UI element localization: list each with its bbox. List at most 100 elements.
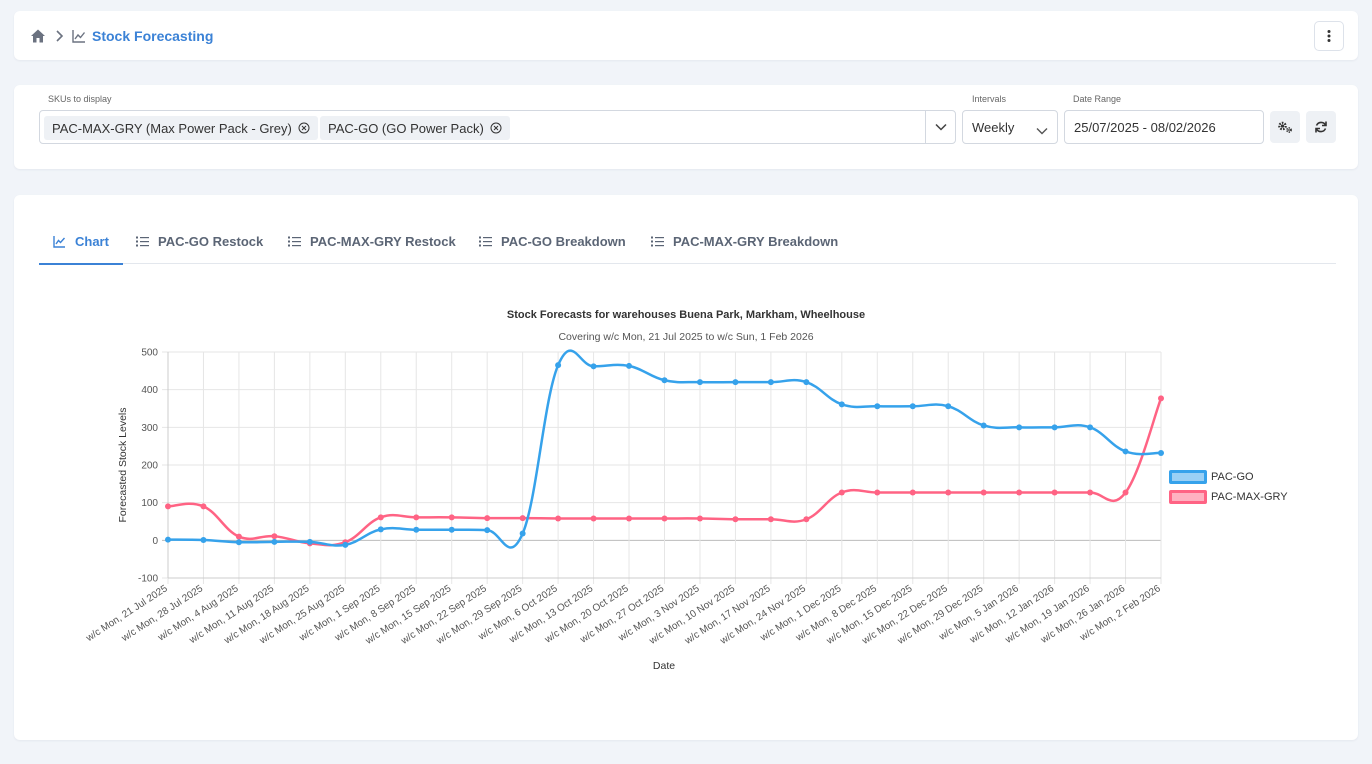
interval-select[interactable]: Weekly — [962, 110, 1058, 144]
tab-pac-go-restock[interactable]: PAC-GO Restock — [136, 219, 263, 264]
list-icon — [651, 235, 664, 248]
gears-icon — [1278, 121, 1292, 133]
chart-title: Stock Forecasts for warehouses Buena Par… — [507, 309, 865, 321]
data-point-pac-go — [413, 526, 420, 533]
y-tick-label: 400 — [141, 385, 158, 396]
tab-bar: Chart PAC-GO Restock PAC-MAX-GRY Restock… — [39, 219, 1336, 265]
list-icon — [479, 235, 492, 248]
data-point-pac-go — [1158, 449, 1164, 456]
y-tick-label: -100 — [138, 574, 158, 585]
data-point-pac-go — [838, 401, 845, 408]
data-point-pac-go — [377, 526, 384, 533]
data-point-pac-go — [874, 403, 881, 410]
legend-swatch — [1169, 490, 1207, 504]
chart-icon — [72, 29, 86, 43]
data-point-pac-go — [271, 538, 278, 545]
data-point-pac-go — [980, 422, 987, 429]
data-point-pac-max-gry — [1158, 395, 1164, 402]
legend-item-pac-max-gry[interactable]: PAC-MAX-GRY — [1169, 490, 1288, 504]
data-point-pac-go — [1051, 424, 1058, 431]
sku-tag: PAC-GO (GO Power Pack) — [320, 116, 510, 140]
intervals-label: Intervals — [972, 94, 1007, 104]
data-point-pac-max-gry — [909, 489, 916, 496]
date-range-label: Date Range — [1073, 94, 1122, 104]
interval-value: Weekly — [972, 119, 1015, 135]
data-point-pac-go — [696, 379, 703, 386]
data-point-pac-max-gry — [874, 489, 881, 496]
data-point-pac-max-gry — [838, 489, 845, 496]
tab-label: PAC-MAX-GRY Breakdown — [673, 234, 839, 249]
data-point-pac-max-gry — [696, 515, 703, 522]
y-tick-label: 0 — [152, 536, 158, 547]
tab-pac-go-breakdown[interactable]: PAC-GO Breakdown — [479, 219, 626, 264]
chevron-right-icon — [54, 29, 64, 43]
data-point-pac-max-gry — [626, 515, 633, 522]
stock-forecast-chart: Stock Forecasts for warehouses Buena Par… — [84, 309, 1164, 672]
data-point-pac-go — [306, 538, 313, 545]
data-point-pac-max-gry — [200, 503, 207, 510]
chart-icon — [53, 235, 66, 248]
refresh-icon — [1315, 121, 1327, 133]
data-point-pac-go — [165, 536, 171, 543]
filters-panel: SKUs to display PAC-MAX-GRY (Max Power P… — [14, 85, 1358, 169]
main-panel: Chart PAC-GO Restock PAC-MAX-GRY Restock… — [14, 195, 1358, 740]
data-point-pac-go — [945, 403, 952, 410]
tab-pac-max-gry-breakdown[interactable]: PAC-MAX-GRY Breakdown — [651, 219, 838, 264]
tab-label: PAC-GO Restock — [158, 234, 264, 249]
breadcrumb: Stock Forecasting — [30, 11, 213, 60]
data-point-pac-go — [909, 403, 916, 410]
data-point-pac-go — [519, 530, 526, 537]
data-point-pac-max-gry — [519, 515, 526, 522]
data-point-pac-go — [555, 362, 562, 369]
sku-multiselect[interactable]: PAC-MAX-GRY (Max Power Pack - Grey) PAC-… — [39, 110, 956, 144]
y-tick-label: 100 — [141, 498, 158, 509]
page-title[interactable]: Stock Forecasting — [92, 27, 214, 44]
top-bar: Stock Forecasting — [14, 11, 1358, 60]
data-point-pac-max-gry — [1122, 489, 1129, 496]
data-point-pac-max-gry — [732, 516, 739, 523]
y-tick-label: 500 — [141, 348, 158, 359]
refresh-button[interactable] — [1306, 111, 1336, 143]
remove-tag-icon[interactable] — [298, 122, 310, 134]
data-point-pac-go — [626, 362, 633, 369]
legend-item-pac-go[interactable]: PAC-GO — [1169, 470, 1254, 484]
data-point-pac-go — [342, 541, 349, 548]
chart-subtitle: Covering w/c Mon, 21 Jul 2025 to w/c Sun… — [558, 331, 813, 343]
data-point-pac-max-gry — [1051, 489, 1058, 496]
date-range-input[interactable]: 25/07/2025 - 08/02/2026 — [1064, 110, 1264, 144]
legend-label: PAC-GO — [1211, 471, 1254, 483]
data-point-pac-max-gry — [803, 516, 810, 523]
data-point-pac-max-gry — [1087, 489, 1094, 496]
data-point-pac-max-gry — [945, 489, 952, 496]
data-point-pac-go — [1087, 424, 1094, 431]
remove-tag-icon[interactable] — [490, 122, 502, 134]
sku-tag-label: PAC-MAX-GRY (Max Power Pack - Grey) — [52, 120, 292, 136]
chevron-down-icon[interactable] — [926, 111, 956, 143]
data-point-pac-go — [590, 363, 597, 370]
skus-label: SKUs to display — [48, 94, 112, 104]
data-point-pac-max-gry — [555, 515, 562, 522]
y-tick-label: 300 — [141, 423, 158, 434]
tab-pac-max-gry-restock[interactable]: PAC-MAX-GRY Restock — [288, 219, 456, 264]
data-point-pac-go — [1122, 448, 1129, 455]
data-point-pac-go — [235, 539, 242, 546]
data-point-pac-go — [448, 526, 455, 533]
data-point-pac-max-gry — [980, 489, 987, 496]
list-icon — [288, 235, 301, 248]
settings-button[interactable] — [1270, 111, 1300, 143]
data-point-pac-max-gry — [661, 515, 668, 522]
more-options-button[interactable] — [1314, 21, 1344, 51]
data-point-pac-max-gry — [235, 533, 242, 540]
home-icon[interactable] — [30, 28, 46, 44]
legend-label: PAC-MAX-GRY — [1211, 491, 1288, 503]
data-point-pac-max-gry — [767, 516, 774, 523]
tab-chart[interactable]: Chart — [39, 219, 123, 265]
list-icon — [136, 235, 149, 248]
data-point-pac-go — [803, 379, 810, 386]
tab-label: PAC-MAX-GRY Restock — [310, 234, 456, 249]
data-point-pac-max-gry — [377, 514, 384, 521]
data-point-pac-go — [732, 379, 739, 386]
data-point-pac-max-gry — [1016, 489, 1023, 496]
sku-tag-label: PAC-GO (GO Power Pack) — [328, 120, 484, 136]
data-point-pac-max-gry — [413, 514, 420, 521]
